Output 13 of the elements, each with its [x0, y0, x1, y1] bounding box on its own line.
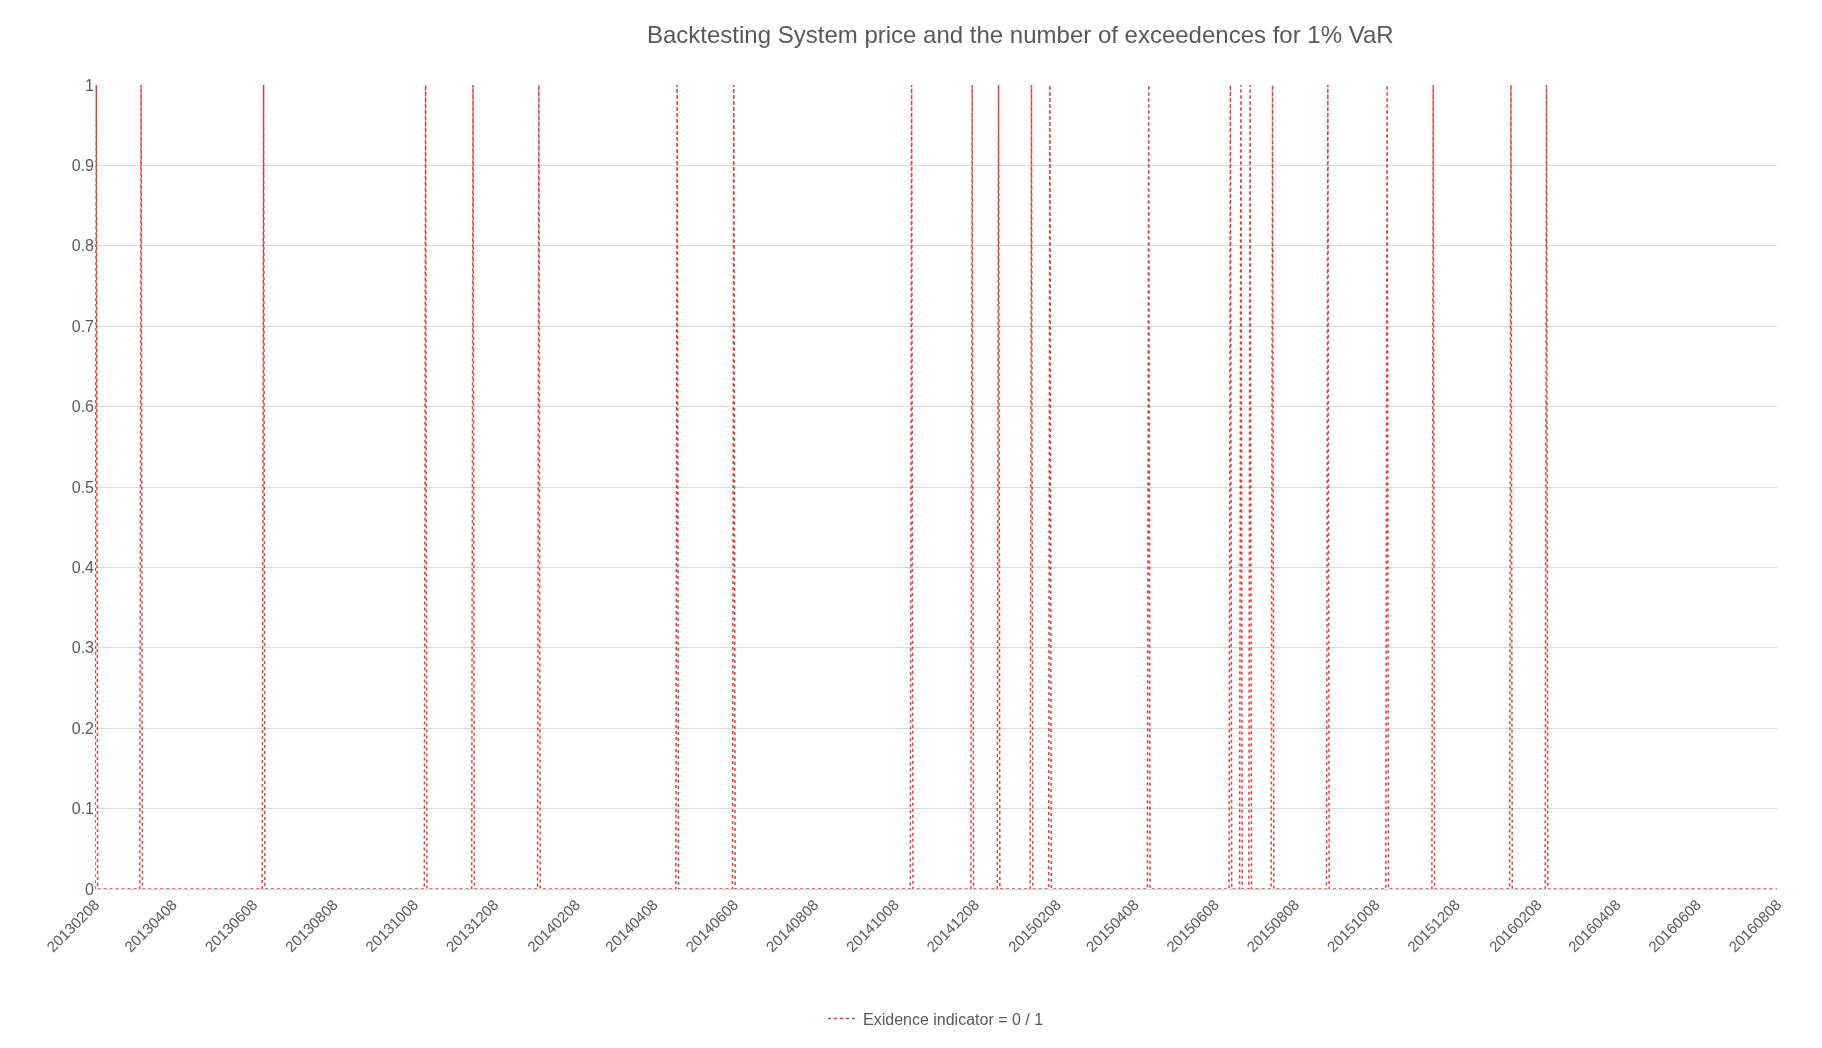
- y-tick-label: 0.6: [71, 398, 95, 416]
- legend-label: Exidence indicator = 0 / 1: [863, 1010, 1044, 1028]
- y-tick-label: 0.7: [71, 317, 95, 335]
- y-tick-label: 1: [85, 76, 95, 94]
- y-tick-label: 0: [85, 880, 95, 898]
- y-tick-label: 0.8: [71, 237, 95, 255]
- y-tick-label: 0.5: [71, 478, 95, 496]
- y-tick-label: 0.3: [71, 639, 95, 657]
- chart-title: Backtesting System price and the number of exceedences for 1% VaR: [647, 21, 1394, 48]
- y-tick-label: 0.9: [71, 157, 95, 174]
- y-tick-label: 0.1: [71, 800, 95, 818]
- y-tick-label: 0.2: [71, 719, 95, 737]
- y-tick-label: 0.4: [71, 559, 95, 576]
